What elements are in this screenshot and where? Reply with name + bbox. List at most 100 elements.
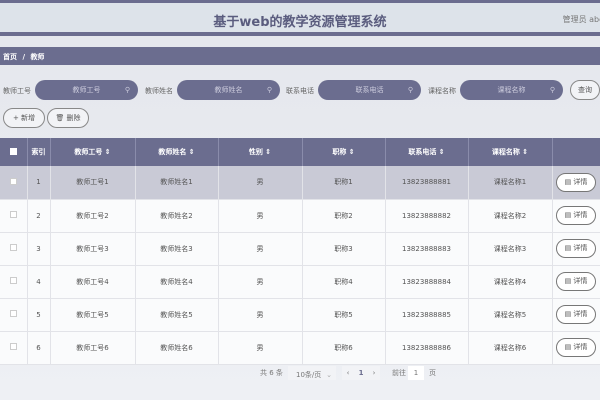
row-select[interactable] (0, 265, 28, 299)
phone-input[interactable]: 联系电话 ⚲ (318, 80, 421, 100)
query-button[interactable]: 查询 (570, 80, 600, 100)
row-checkbox[interactable] (9, 177, 17, 185)
row-select[interactable] (0, 331, 28, 365)
row-checkbox[interactable] (9, 211, 17, 218)
actions-cell: ▤ 详情 (552, 331, 600, 365)
table-cell: 13823888881 (385, 166, 469, 200)
top-bar: 基于web的教学资源管理系统 管理员 abo (0, 0, 600, 36)
table-cell: 课程名称4 (468, 265, 553, 299)
search-icon: ⚲ (407, 86, 413, 94)
table-cell: 职称1 (302, 166, 386, 200)
row-checkbox[interactable] (9, 310, 17, 317)
select-all[interactable] (0, 138, 28, 166)
placeholder: 教师工号 (72, 86, 101, 94)
detail-button[interactable]: ▤ 详情 (556, 172, 596, 192)
next-page-button[interactable]: › (368, 366, 380, 380)
goto-page-input[interactable]: 1 (408, 366, 424, 380)
table-cell: 男 (218, 199, 303, 233)
search-label-phone: 联系电话 (286, 87, 314, 95)
table-cell: 4 (27, 265, 51, 299)
page-1[interactable]: 1 (354, 366, 368, 380)
detail-button[interactable]: ▤ 详情 (556, 206, 596, 225)
table-cell: 职称5 (302, 298, 386, 332)
table-cell: 教师工号2 (50, 199, 136, 233)
table-cell: 男 (218, 265, 303, 299)
teacher-id-input[interactable]: 教师工号 ⚲ (35, 80, 138, 100)
table-cell: 13823888882 (385, 199, 469, 233)
table-cell: 6 (27, 331, 51, 365)
table-cell: 13823888886 (385, 331, 469, 365)
teacher-table: 索引 教师工号 ⇕ 教师姓名 ⇕ 性别 ⇕ 职称 ⇕ 联系电话 ⇕ 课程名称 ⇕… (0, 138, 600, 365)
table-cell: 课程名称2 (468, 199, 553, 233)
row-select[interactable] (0, 199, 28, 233)
breadcrumb-separator: / (22, 53, 25, 61)
table-row[interactable]: 2 教师工号2 教师姓名2 男职称2 13823888882 课程名称2 ▤ 详情 (0, 199, 600, 233)
delete-button[interactable]: 🗑 删除 (47, 108, 89, 128)
detail-button[interactable]: ▤ 详情 (556, 239, 596, 258)
table-cell: 男 (218, 298, 303, 332)
placeholder: 联系电话 (355, 86, 384, 94)
row-checkbox[interactable] (9, 343, 17, 350)
detail-button[interactable]: ▤ 详情 (556, 338, 596, 357)
teacher-name-input[interactable]: 教师姓名 ⚲ (177, 80, 280, 100)
search-label-course: 课程名称 (428, 87, 456, 95)
column-header[interactable]: 课程名称 ⇕ (468, 138, 553, 166)
table-cell: 课程名称5 (468, 298, 553, 332)
row-select[interactable] (0, 166, 28, 200)
table-row[interactable]: 1 教师工号1 教师姓名1 男职称1 13823888881 课程名称1 ▤ 详情 (0, 166, 600, 200)
goto-unit: 页 (429, 369, 436, 377)
search-label-teacher-name: 教师姓名 (145, 87, 173, 95)
table-cell: 课程名称6 (468, 331, 553, 365)
chevron-down-icon: ⌄ (326, 371, 332, 379)
table-cell: 职称6 (302, 331, 386, 365)
table-cell: 课程名称3 (468, 232, 553, 266)
detail-button[interactable]: ▤ 详情 (556, 272, 596, 291)
pagination: 共 6 条 10条/页 ⌄ ‹ 1 › 前往 1 页 (0, 366, 600, 380)
table-cell: 教师姓名6 (135, 331, 219, 365)
actions-cell: ▤ 详情 (552, 232, 600, 266)
table-cell: 教师姓名5 (135, 298, 219, 332)
app-title: 基于web的教学资源管理系统 (213, 15, 387, 30)
breadcrumb-home[interactable]: 首页 (3, 53, 17, 61)
column-header[interactable]: 性别 ⇕ (218, 138, 303, 166)
prev-page-button[interactable]: ‹ (342, 366, 354, 380)
select-all-checkbox[interactable] (9, 147, 17, 155)
column-header[interactable]: 职称 ⇕ (302, 138, 386, 166)
search-bar: 教师工号 教师工号 ⚲ 教师姓名 教师姓名 ⚲ 联系电话 联系电话 ⚲ 课程名称 课程… (0, 80, 600, 100)
actions-cell: ▤ 详情 (552, 199, 600, 233)
column-header[interactable]: 教师姓名 ⇕ (135, 138, 219, 166)
table-cell: 男 (218, 166, 303, 200)
goto-label: 前往 (392, 369, 406, 377)
page-size-value: 10条/页 (296, 371, 322, 379)
table-cell: 职称4 (302, 265, 386, 299)
actions-cell: ▤ 详情 (552, 166, 600, 200)
table-cell: 教师姓名2 (135, 199, 219, 233)
table-cell: 13823888884 (385, 265, 469, 299)
actions-cell: ▤ 详情 (552, 265, 600, 299)
row-checkbox[interactable] (9, 244, 17, 251)
table-row[interactable]: 5 教师工号5 教师姓名5 男职称5 13823888885 课程名称5 ▤ 详情 (0, 298, 600, 332)
column-header: 索引 (27, 138, 51, 166)
table-cell: 男 (218, 331, 303, 365)
row-checkbox[interactable] (9, 277, 17, 284)
table-cell: 职称2 (302, 199, 386, 233)
course-name-input[interactable]: 课程名称 ⚲ (460, 80, 563, 100)
detail-button[interactable]: ▤ 详情 (556, 305, 596, 324)
column-header[interactable]: 教师工号 ⇕ (50, 138, 136, 166)
table-row[interactable]: 3 教师工号3 教师姓名3 男职称3 13823888883 课程名称3 ▤ 详情 (0, 232, 600, 266)
table-row[interactable]: 4 教师工号4 教师姓名4 男职称4 13823888884 课程名称4 ▤ 详情 (0, 265, 600, 299)
user-menu[interactable]: 管理员 abo (562, 15, 600, 24)
column-header[interactable]: 联系电话 ⇕ (385, 138, 469, 166)
search-icon: ⚲ (266, 86, 272, 94)
table-cell: 13823888883 (385, 232, 469, 266)
add-button[interactable]: + 新增 (3, 108, 45, 128)
actions-cell: ▤ 详情 (552, 298, 600, 332)
row-select[interactable] (0, 232, 28, 266)
table-cell: 课程名称1 (468, 166, 553, 200)
row-select[interactable] (0, 298, 28, 332)
placeholder: 教师姓名 (214, 86, 243, 94)
table-cell: 13823888885 (385, 298, 469, 332)
table-cell: 教师工号5 (50, 298, 136, 332)
table-row[interactable]: 6 教师工号6 教师姓名6 男职称6 13823888886 课程名称6 ▤ 详情 (0, 331, 600, 365)
page-size-select[interactable]: 10条/页 ⌄ (288, 366, 336, 380)
